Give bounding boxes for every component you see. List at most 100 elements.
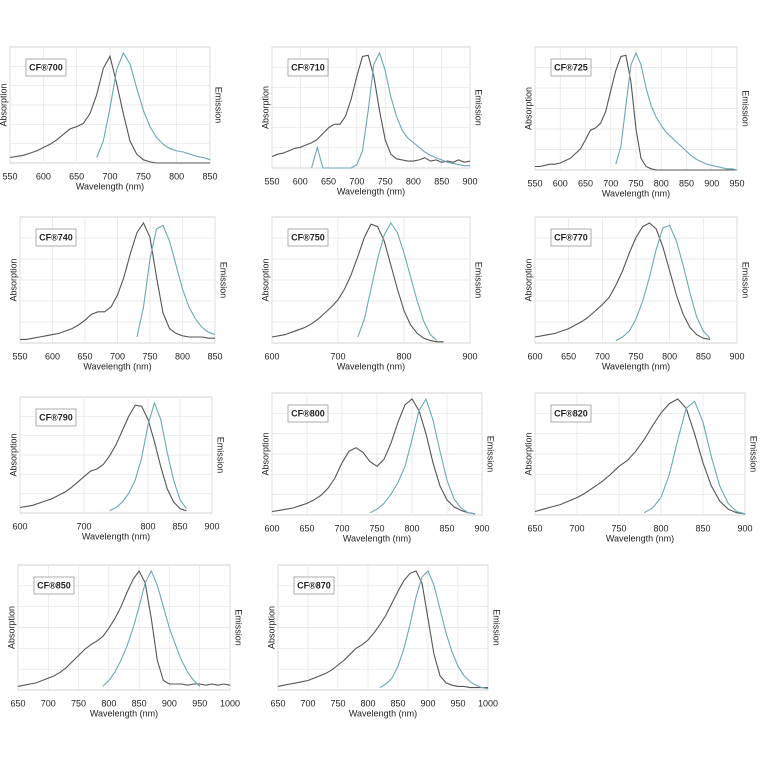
- chart-panel: 550 600 650 700 750 800 850 CF®700 Wavelength (n…: [0, 46, 224, 191]
- x-tick-label: 600: [45, 351, 60, 361]
- x-tick-label: 700: [110, 351, 125, 361]
- x-tick-label: 800: [140, 521, 155, 531]
- panel-title: CF®725: [554, 62, 588, 72]
- x-tick-label: 900: [474, 523, 489, 533]
- panel-title: CF®790: [39, 412, 73, 422]
- chart-panel: 650 700 750 800 850 900 950 1000 CF®870 Wavelengt…: [266, 564, 502, 718]
- x-tick-label: 1000: [220, 698, 240, 708]
- x-tick-label: 850: [172, 521, 187, 531]
- panel-title: CF®850: [37, 580, 71, 590]
- x-tick-label: 550: [2, 171, 17, 181]
- x-tick-label: 900: [462, 176, 477, 186]
- series-line: [102, 569, 201, 687]
- title-box: [33, 576, 75, 595]
- title-box: [293, 576, 335, 595]
- x-tick-label: 700: [102, 171, 117, 181]
- title-box: [35, 408, 77, 427]
- x-axis-label: Wavelength (nm): [349, 708, 417, 718]
- x-tick-label: 650: [578, 178, 593, 188]
- y-axis-label: Absorption: [8, 433, 18, 476]
- series-line: [96, 51, 211, 161]
- series-line: [271, 398, 476, 515]
- y-axis-label: Absorption: [260, 86, 270, 129]
- x-tick-label: 700: [603, 178, 618, 188]
- x-axis-label: Wavelength (nm): [606, 533, 674, 543]
- x-tick-label: 650: [527, 523, 542, 533]
- chart-panel: 600 650 700 750 800 850 900 CF®770 Wavelength (n…: [523, 216, 751, 371]
- x-tick-label: 800: [396, 351, 411, 361]
- x-tick-label: 950: [450, 698, 465, 708]
- y2-axis-label: Emission: [214, 87, 224, 124]
- chart-panel: 600 700 800 900 CF®750 Wavelength (nm) Absorpt…: [260, 216, 484, 371]
- x-tick-label: 600: [12, 521, 27, 531]
- panel-title: CF®750: [291, 232, 325, 242]
- x-tick-label: 850: [679, 178, 694, 188]
- x-axis-label: Wavelength (nm): [343, 533, 411, 543]
- x-tick-label: 850: [390, 698, 405, 708]
- series-line: [535, 54, 737, 171]
- x-tick-label: 550: [264, 176, 279, 186]
- x-tick-label: 800: [404, 523, 419, 533]
- x-tick-label: 650: [77, 351, 92, 361]
- x-tick-label: 750: [628, 178, 643, 188]
- x-tick-label: 600: [36, 171, 51, 181]
- x-axis-label: Wavelength (nm): [82, 531, 150, 541]
- x-tick-label: 900: [737, 523, 752, 533]
- series-line: [311, 51, 470, 169]
- series-line: [136, 224, 216, 338]
- x-tick-label: 700: [334, 523, 349, 533]
- chart-panel: 600 700 800 850 900 CF®790 Wavelength (nm) Abso…: [8, 396, 226, 541]
- series-line: [277, 570, 488, 689]
- x-tick-label: 700: [349, 176, 364, 186]
- x-tick-label: 850: [202, 171, 217, 181]
- x-tick-label: 900: [462, 351, 477, 361]
- chart-panel: 550 600 650 700 750 800 850 CF®740 Wavelength (n…: [8, 216, 229, 371]
- x-tick-label: 900: [704, 178, 719, 188]
- x-tick-label: 800: [175, 351, 190, 361]
- title-box: [287, 404, 329, 423]
- title-box: [25, 58, 67, 77]
- series-line: [615, 51, 738, 171]
- x-tick-label: 800: [653, 523, 668, 533]
- x-axis-label: Wavelength (nm): [83, 361, 151, 371]
- x-tick-label: 650: [10, 698, 25, 708]
- title-box: [287, 58, 329, 77]
- y-axis-label: Absorption: [8, 258, 18, 301]
- x-tick-label: 800: [360, 698, 375, 708]
- chart-panel: 650 700 750 800 850 900 950 1000 CF®850 Wavelengt…: [6, 564, 244, 718]
- x-tick-label: 600: [264, 523, 279, 533]
- series-line: [9, 54, 210, 164]
- x-tick-label: 800: [662, 351, 677, 361]
- x-tick-label: 700: [595, 351, 610, 361]
- chart-panel: 550 600 650 700 750 800 850 900 CF®710 Wavelength…: [260, 46, 484, 196]
- series-line: [615, 224, 711, 342]
- x-tick-label: 650: [270, 698, 285, 708]
- x-tick-label: 700: [76, 521, 91, 531]
- series-line: [369, 397, 476, 515]
- x-tick-label: 750: [142, 351, 157, 361]
- series-line: [379, 570, 489, 690]
- y-axis-label: Absorption: [523, 258, 533, 301]
- x-tick-label: 750: [378, 176, 393, 186]
- x-tick-label: 950: [192, 698, 207, 708]
- x-tick-label: 850: [434, 176, 449, 186]
- series-line: [357, 221, 438, 342]
- y-axis-label: Absorption: [523, 87, 533, 130]
- title-box: [35, 228, 77, 247]
- y2-axis-label: Emission: [492, 609, 502, 646]
- y2-axis-label: Emission: [234, 609, 244, 646]
- x-tick-label: 700: [569, 523, 584, 533]
- series-line: [19, 404, 187, 512]
- x-tick-label: 850: [695, 523, 710, 533]
- y-axis-label: Absorption: [0, 83, 8, 126]
- x-tick-label: 750: [369, 523, 384, 533]
- y2-axis-label: Emission: [219, 262, 229, 299]
- panel-title: CF®770: [554, 232, 588, 242]
- chart-panel: 550 600 650 700 750 800 850 900 950 CF®725 Wavelen…: [523, 46, 751, 198]
- x-tick-label: 750: [628, 351, 643, 361]
- panel-title: CF®700: [29, 62, 63, 72]
- title-box: [287, 228, 329, 247]
- x-tick-label: 900: [420, 698, 435, 708]
- y-axis-label: Absorption: [260, 258, 270, 301]
